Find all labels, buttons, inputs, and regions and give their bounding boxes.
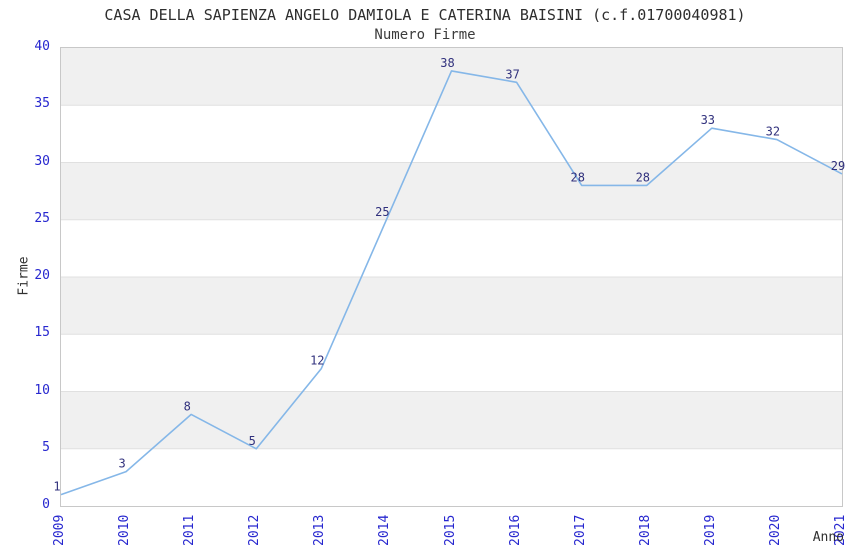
y-tick-label: 30: [34, 153, 50, 169]
grid-band: [61, 391, 842, 449]
point-label: 28: [636, 170, 650, 184]
point-label: 37: [505, 67, 519, 81]
y-tick-label: 15: [34, 325, 50, 341]
y-tick-label: 25: [34, 210, 50, 226]
point-label: 38: [440, 56, 454, 70]
chart-subtitle: Numero Firme: [374, 27, 476, 43]
x-tick-label: 2013: [312, 514, 328, 546]
x-tick-label: 2009: [52, 514, 67, 546]
point-label: 8: [184, 399, 191, 413]
x-tick-label: 2011: [182, 514, 198, 546]
x-tick-label: 2012: [247, 514, 263, 546]
y-tick-label: 5: [42, 439, 50, 455]
point-label: 3: [118, 457, 125, 471]
data-line: [60, 70, 843, 496]
grid-band: [61, 277, 842, 335]
x-tick-label: 2017: [572, 514, 588, 546]
point-label: 5: [249, 434, 256, 448]
chart-title: CASA DELLA SAPIENZA ANGELO DAMIOLA E CAT…: [104, 6, 746, 24]
x-tick-label: 2020: [767, 514, 783, 546]
x-axis-label: Anno: [812, 530, 844, 545]
point-label: 1: [53, 480, 60, 494]
y-tick-label: 0: [42, 497, 50, 512]
x-tick-label: 2010: [117, 514, 133, 546]
point-label: 32: [766, 125, 780, 139]
point-label: 28: [570, 170, 584, 184]
point-label: 25: [375, 205, 389, 219]
point-label: 33: [701, 113, 715, 127]
point-label: 29: [831, 159, 845, 173]
x-tick-label: 2018: [637, 514, 653, 546]
x-tick-label: 2015: [442, 514, 458, 546]
y-tick-label: 10: [34, 382, 50, 398]
plot-area: 1 3 8 5 12 25 38 37 28 28 33 32 29: [53, 47, 845, 507]
y-tick-label: 20: [34, 268, 50, 283]
x-tick-label: 2016: [507, 514, 523, 546]
y-tick-label: 35: [34, 96, 50, 112]
x-tick-label: 2019: [702, 514, 718, 546]
grid-band: [61, 162, 842, 220]
x-tick-label: 2014: [377, 514, 393, 546]
y-tick-label: 40: [34, 39, 50, 54]
grid-band: [61, 48, 842, 106]
point-label: 12: [310, 354, 324, 368]
